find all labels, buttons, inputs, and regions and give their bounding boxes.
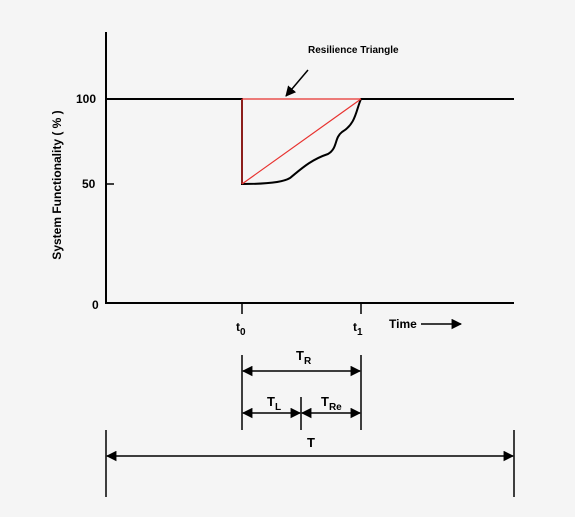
- functionality-curve: [106, 98, 514, 186]
- tr-label: TR: [296, 348, 312, 367]
- triangle-hypotenuse: [241, 98, 362, 185]
- tre-label: TRe: [321, 394, 342, 413]
- t1-label: t1: [353, 320, 363, 338]
- y-axis-label: System Functionality ( % ): [50, 110, 64, 260]
- y-tick-label-50: 50: [82, 177, 96, 191]
- resilience-triangle-label: Resilience Triangle: [308, 45, 399, 56]
- tl-label: TL: [267, 394, 282, 413]
- y-tick-label-100: 100: [76, 92, 97, 106]
- annotation-arrow: [285, 69, 309, 97]
- total-time-label: T: [307, 435, 315, 450]
- time-label: Time: [389, 317, 417, 331]
- y-tick-label-0: 0: [92, 298, 99, 312]
- t0-label: t0: [236, 320, 246, 338]
